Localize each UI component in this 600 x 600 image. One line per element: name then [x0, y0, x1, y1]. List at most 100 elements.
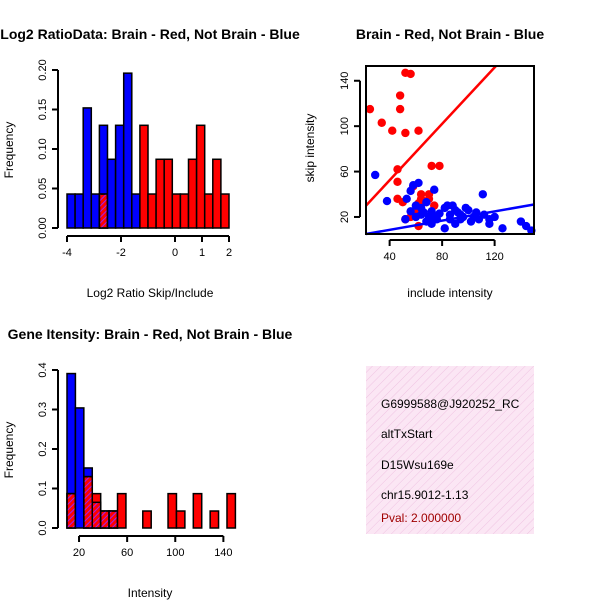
y-tick-label: 100 — [339, 117, 351, 135]
red-bar — [147, 193, 157, 229]
overlap-bar — [91, 501, 102, 529]
x-tick-label: 40 — [384, 251, 396, 263]
blue-bar — [74, 193, 84, 229]
red-bar — [155, 158, 165, 229]
red-point — [427, 161, 436, 171]
red-bar — [116, 492, 127, 529]
info-gene-name: D15Wsu169e — [381, 458, 454, 472]
y-tick-label: 20 — [339, 211, 351, 223]
red-point — [406, 69, 415, 79]
histogram-1-y-axis-label: Frequency — [2, 122, 16, 179]
blue-point — [414, 178, 423, 188]
blue-point — [402, 194, 411, 204]
red-point — [395, 91, 405, 100]
red-bar — [212, 158, 222, 229]
overlap-bar — [66, 492, 77, 529]
blue-point — [485, 219, 494, 228]
y-tick-label: 60 — [339, 165, 351, 177]
y-tick-label: 140 — [339, 72, 351, 90]
red-point — [401, 128, 410, 138]
info-probe-id: G6999588@J920252_RC — [381, 397, 520, 411]
red-bar — [139, 124, 149, 229]
y-tick-label: 0.15 — [37, 99, 49, 120]
blue-bar — [131, 193, 141, 229]
blue-bar — [74, 407, 85, 529]
blue-point — [430, 185, 439, 194]
red-bar — [175, 510, 186, 529]
histogram-2-title: Gene Itensity: Brain - Red, Not Brain - … — [8, 326, 293, 342]
red-bar — [203, 193, 214, 229]
blue-bar — [66, 193, 76, 229]
scatter-x-axis-label: include intensity — [407, 286, 492, 300]
red-bar — [226, 492, 237, 529]
y-tick-label: 0.4 — [37, 362, 49, 377]
red-bar — [179, 193, 190, 229]
x-tick-label: 1 — [199, 247, 205, 259]
x-tick-label: -4 — [62, 247, 72, 259]
red-bar — [163, 158, 174, 229]
red-point — [388, 126, 397, 135]
blue-point — [490, 212, 499, 222]
red-bar — [167, 492, 178, 529]
info-pval: Pval: 2.000000 — [381, 511, 461, 525]
histogram-1-title: Log2 RatioData: Brain - Red, Not Brain -… — [0, 26, 300, 42]
blue-bar — [90, 193, 101, 229]
blue-point — [466, 217, 476, 226]
histogram-2-y-axis-label: Frequency — [2, 422, 16, 479]
blue-bar — [114, 124, 125, 229]
blue-bar — [82, 107, 93, 229]
blue-point — [461, 203, 470, 213]
red-bar — [220, 193, 230, 229]
red-point — [393, 165, 402, 174]
x-tick-label: 0 — [172, 247, 178, 259]
y-tick-label: 0.1 — [37, 481, 49, 496]
red-bar — [142, 510, 152, 529]
blue-point — [498, 224, 507, 233]
red-point — [435, 161, 444, 171]
blue-point — [443, 201, 452, 210]
y-tick-label: 0.05 — [37, 178, 49, 199]
x-tick-label: 20 — [73, 547, 85, 559]
blue-point — [370, 170, 380, 180]
x-tick-label: 100 — [166, 547, 184, 559]
red-point — [365, 104, 375, 114]
overlap-bar — [83, 475, 94, 529]
red-point — [393, 177, 402, 186]
scatter-title: Brain - Red, Not Brain - Blue — [356, 26, 544, 42]
x-tick-label: 140 — [214, 547, 232, 559]
log2-ratio-histogram: Log2 RatioData: Brain - Red, Not Brain -… — [0, 26, 300, 300]
blue-point — [419, 208, 428, 217]
x-tick-label: -2 — [116, 247, 126, 259]
blue-point — [440, 224, 449, 233]
histogram-2-x-axis-label: Intensity — [128, 586, 173, 600]
overlap-bar — [98, 193, 109, 229]
x-tick-label: 80 — [436, 251, 448, 263]
red-point — [377, 118, 386, 127]
blue-bar — [106, 158, 117, 229]
blue-point — [422, 198, 431, 207]
blue-point — [401, 215, 410, 224]
red-bar — [209, 510, 220, 529]
y-tick-label: 0.0 — [37, 520, 49, 535]
red-point — [395, 104, 405, 114]
intensity-scatter-plot: Brain - Red, Not Brain - Blue include in… — [303, 26, 544, 300]
y-tick-label: 0.00 — [37, 217, 49, 238]
scatter-y-axis-label: skip intensity — [303, 114, 317, 183]
y-tick-label: 0.3 — [37, 402, 49, 417]
info-event-type: altTxStart — [381, 427, 433, 441]
plot-frame — [365, 65, 535, 235]
y-tick-label: 0.2 — [37, 441, 49, 456]
x-tick-label: 2 — [226, 247, 232, 259]
overlap-bar — [99, 510, 110, 529]
red-bar — [195, 124, 206, 229]
gene-intensity-histogram: Gene Itensity: Brain - Red, Not Brain - … — [2, 326, 293, 600]
blue-bar — [122, 72, 133, 229]
blue-fit-line — [365, 203, 535, 236]
red-bar — [192, 492, 203, 529]
info-panel-background — [366, 366, 534, 534]
red-bar — [171, 193, 182, 229]
x-tick-label: 120 — [485, 251, 503, 263]
overlap-bar — [108, 510, 119, 529]
red-point — [414, 126, 423, 135]
